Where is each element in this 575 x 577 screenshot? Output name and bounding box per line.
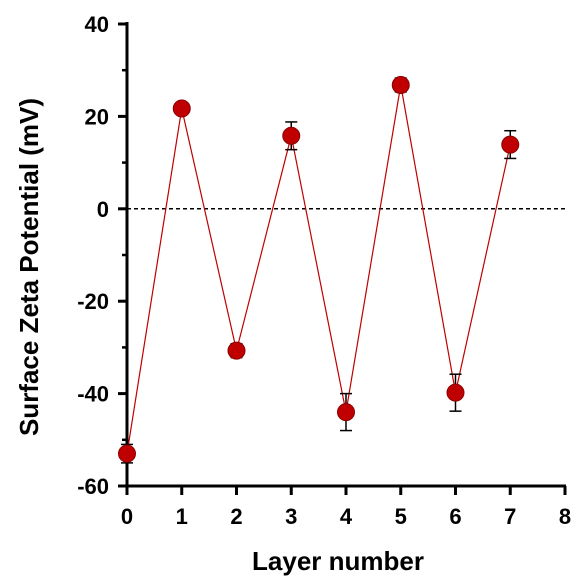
- x-tick-label: 8: [559, 504, 571, 529]
- x-tick-label: 5: [395, 504, 407, 529]
- y-tick-label: 20: [85, 104, 109, 129]
- data-point: [282, 126, 301, 145]
- x-tick-label: 2: [230, 504, 242, 529]
- series-line: [126, 84, 511, 454]
- data-point: [172, 99, 191, 118]
- data-point: [227, 341, 246, 360]
- y-tick-label: -60: [77, 474, 109, 499]
- data-point: [446, 383, 465, 402]
- x-tick-label: 4: [340, 504, 353, 529]
- data-point: [501, 135, 520, 154]
- x-tick-label: 6: [449, 504, 461, 529]
- y-tick-label: -40: [77, 382, 109, 407]
- data-point: [391, 75, 410, 94]
- x-axis-title: Layer number: [252, 546, 424, 576]
- x-tick-label: 0: [121, 504, 133, 529]
- data-point: [118, 444, 136, 463]
- y-tick-label: -20: [77, 289, 109, 314]
- x-tick-label: 3: [285, 504, 297, 529]
- y-tick-label: 40: [85, 12, 109, 37]
- x-tick-label: 1: [176, 504, 188, 529]
- x-tick-label: 7: [504, 504, 516, 529]
- y-tick-label: 0: [97, 197, 109, 222]
- data-point: [337, 403, 355, 422]
- y-axis-title: Surface Zeta Potential (mV): [14, 98, 44, 436]
